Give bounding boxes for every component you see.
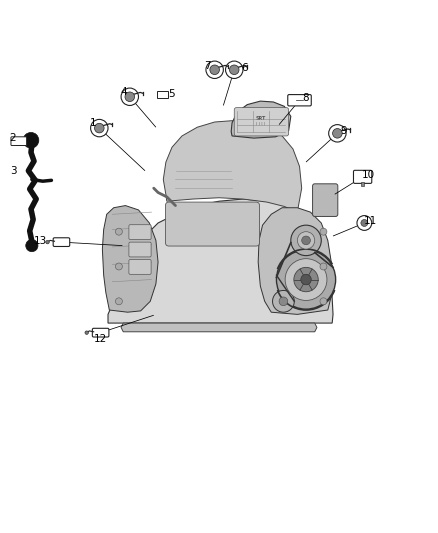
Text: 3: 3	[10, 166, 17, 176]
FancyBboxPatch shape	[129, 242, 151, 257]
Polygon shape	[163, 120, 302, 212]
Circle shape	[26, 239, 38, 252]
Circle shape	[121, 88, 138, 106]
Circle shape	[226, 61, 243, 78]
Text: 10: 10	[362, 170, 375, 180]
Circle shape	[320, 263, 327, 270]
Text: | | | |: | | | |	[256, 122, 265, 126]
Text: 1: 1	[89, 118, 96, 128]
Polygon shape	[102, 206, 158, 312]
Circle shape	[297, 232, 315, 249]
Circle shape	[116, 228, 122, 235]
Circle shape	[46, 240, 49, 244]
Circle shape	[301, 274, 311, 285]
Circle shape	[361, 220, 368, 227]
Circle shape	[116, 298, 122, 305]
FancyBboxPatch shape	[288, 94, 311, 106]
Circle shape	[285, 259, 327, 301]
Polygon shape	[258, 208, 332, 314]
Text: 13: 13	[34, 236, 47, 246]
Text: 12: 12	[94, 334, 107, 344]
Text: 6: 6	[241, 63, 247, 73]
Text: 4: 4	[120, 87, 127, 98]
Circle shape	[116, 263, 122, 270]
FancyBboxPatch shape	[313, 184, 338, 216]
Text: 5: 5	[168, 89, 174, 99]
Circle shape	[357, 215, 372, 230]
Circle shape	[125, 92, 134, 102]
Circle shape	[85, 331, 88, 334]
Circle shape	[279, 297, 288, 305]
FancyBboxPatch shape	[92, 328, 109, 337]
Circle shape	[328, 125, 346, 142]
Circle shape	[276, 250, 336, 309]
FancyBboxPatch shape	[166, 202, 259, 246]
Circle shape	[294, 268, 318, 292]
Circle shape	[206, 61, 223, 78]
Polygon shape	[231, 101, 291, 138]
Polygon shape	[121, 323, 317, 332]
FancyBboxPatch shape	[234, 108, 289, 136]
Circle shape	[210, 65, 219, 75]
Circle shape	[272, 290, 294, 312]
Circle shape	[91, 119, 108, 137]
FancyBboxPatch shape	[129, 260, 151, 274]
FancyBboxPatch shape	[11, 137, 27, 146]
Text: 11: 11	[364, 216, 377, 226]
Text: 9: 9	[340, 126, 347, 136]
Circle shape	[95, 123, 104, 133]
Text: SRT: SRT	[255, 116, 265, 121]
Text: 7: 7	[205, 61, 211, 71]
FancyBboxPatch shape	[157, 91, 168, 98]
Circle shape	[332, 128, 342, 138]
Circle shape	[23, 133, 39, 148]
Circle shape	[230, 65, 239, 75]
Circle shape	[302, 236, 311, 245]
Text: 8: 8	[303, 93, 309, 103]
Circle shape	[320, 228, 327, 235]
Circle shape	[320, 298, 327, 305]
Text: 2: 2	[9, 133, 16, 143]
Polygon shape	[108, 199, 333, 323]
FancyBboxPatch shape	[353, 171, 372, 183]
Bar	[361, 182, 364, 187]
FancyBboxPatch shape	[53, 238, 70, 246]
Circle shape	[291, 225, 321, 256]
FancyBboxPatch shape	[129, 225, 151, 239]
